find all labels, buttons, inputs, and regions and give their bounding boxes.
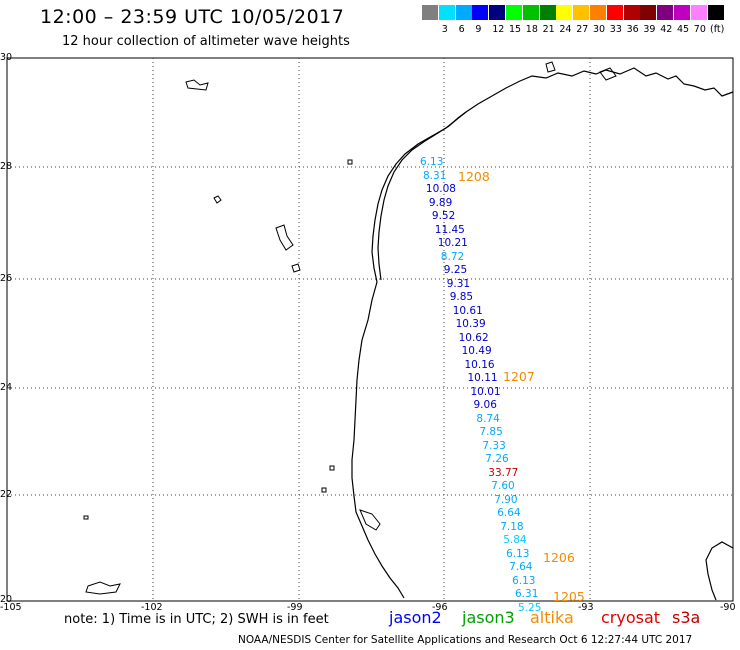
- legend-label: 70: [693, 24, 706, 35]
- wave-height-label: 8.31: [423, 169, 447, 182]
- legend-label: 3: [441, 24, 448, 35]
- latitude-label: 24: [0, 382, 13, 393]
- legend-label: 30: [593, 24, 606, 35]
- latitude-label: 30: [0, 52, 13, 63]
- pass-time-label: 1208: [458, 169, 490, 184]
- footer-note: note: 1) Time is in UTC; 2) SWH is in fe…: [64, 612, 329, 627]
- satellite-label: s3a: [672, 608, 701, 627]
- wave-height-label: 8.74: [476, 412, 500, 425]
- wave-height-label: 7.26: [485, 453, 509, 465]
- pass-time-label: 1206: [543, 550, 575, 565]
- legend-swatch: [539, 5, 556, 20]
- wave-height-label: 7.60: [491, 480, 515, 492]
- wave-height-label: 10.61: [452, 304, 483, 317]
- legend-swatch: [690, 5, 707, 20]
- wave-height-label: 10.16: [464, 358, 495, 371]
- longitude-label: -96: [432, 602, 448, 613]
- legend-swatch: [623, 5, 640, 20]
- legend-swatch: [556, 5, 573, 20]
- legend-swatch: [707, 5, 724, 20]
- wave-height-label: 7.90: [494, 493, 518, 506]
- credit-line: NOAA/NESDIS Center for Satellite Applica…: [238, 634, 693, 646]
- wave-height-label: 10.49: [461, 345, 492, 357]
- wave-height-label: 10.39: [455, 318, 486, 330]
- legend-swatch: [506, 5, 522, 20]
- legend-swatch: [522, 5, 539, 20]
- chart-subtitle: 12 hour collection of altimeter wave hei…: [62, 34, 350, 49]
- inland-features: [83, 61, 617, 595]
- wave-height-label: 6.13: [420, 156, 444, 168]
- wave-height-label: 10.62: [458, 331, 489, 344]
- wave-height-label: 10.01: [470, 385, 501, 398]
- latitude-label: 20: [0, 594, 13, 605]
- wave-height-label: 6.31: [515, 588, 539, 600]
- latitude-label: 26: [0, 273, 13, 284]
- legend-label: 18: [525, 24, 538, 35]
- wave-height-label: 7.33: [482, 439, 506, 452]
- legend-swatch: [455, 5, 472, 20]
- satellite-label: jason2: [389, 608, 442, 627]
- legend-swatch: [489, 5, 506, 20]
- legend-label: 6: [458, 24, 465, 35]
- wave-height-label: 6.13: [512, 574, 536, 587]
- wave-height-label: 5.84: [503, 534, 527, 546]
- satellite-label: cryosat: [601, 608, 661, 627]
- graticule: [7, 58, 733, 601]
- wave-height-label: 33.77: [488, 466, 519, 479]
- longitude-label: -99: [287, 602, 303, 613]
- wave-height-label: 8.72: [440, 250, 465, 263]
- wave-height-label: 11.45: [434, 223, 465, 236]
- pass-time-label: 1205: [553, 589, 585, 604]
- legend-swatch: [472, 5, 489, 20]
- legend-label: 39: [643, 24, 656, 35]
- satellite-label: altika: [530, 608, 574, 627]
- legend-swatch: [657, 5, 674, 20]
- longitude-label: -90: [720, 602, 736, 613]
- wave-height-label: 9.89: [428, 196, 453, 209]
- legend-label: 27: [576, 24, 589, 35]
- wave-height-label: 10.08: [425, 183, 456, 195]
- wave-height-label: 9.31: [446, 277, 471, 290]
- wave-height-label: 7.85: [479, 426, 503, 438]
- legend-label: 36: [626, 24, 639, 35]
- legend-label: 12: [492, 24, 505, 35]
- legend-label: 42: [660, 24, 673, 35]
- wave-height-label: 7.64: [509, 561, 533, 573]
- map-frame: [6, 57, 734, 602]
- legend-swatch: [573, 5, 590, 20]
- legend-swatch: [422, 5, 438, 20]
- longitude-label: -93: [578, 602, 594, 613]
- wave-height-label: 9.52: [431, 210, 456, 222]
- wave-height-label: 6.13: [506, 547, 530, 560]
- longitude-label: -102: [141, 602, 163, 613]
- legend-swatch: [590, 5, 606, 20]
- legend-label: 24: [559, 24, 572, 35]
- legend-swatch: [438, 5, 455, 20]
- wave-height-label: 9.25: [443, 264, 468, 276]
- wave-height-label: 9.06: [473, 399, 497, 411]
- legend-label: 15: [509, 24, 522, 35]
- chart-title: 12:00 – 23:59 UTC 10/05/2017: [40, 6, 345, 28]
- wave-height-label: 6.64: [497, 507, 521, 519]
- wave-height-label: 7.18: [500, 520, 524, 533]
- legend-label: 21: [542, 24, 555, 35]
- legend-swatch: [674, 5, 690, 20]
- legend-swatch: [640, 5, 657, 20]
- legend-label: 45: [677, 24, 690, 35]
- pass-time-label: 1207: [503, 369, 535, 384]
- wave-height-label: 9.85: [449, 291, 474, 303]
- latitude-label: 22: [0, 489, 13, 500]
- legend-unit: (ft): [710, 24, 725, 35]
- latitude-label: 28: [0, 161, 13, 172]
- wave-height-label: 10.21: [437, 237, 468, 249]
- legend-label: 9: [475, 24, 482, 35]
- wave-height-label: 5.25: [518, 601, 542, 614]
- longitude-label: -105: [0, 602, 22, 613]
- wave-height-label: 10.11: [467, 372, 498, 384]
- coastline: [351, 67, 734, 601]
- legend-label: 33: [609, 24, 622, 35]
- legend-swatch: [606, 5, 623, 20]
- satellite-label: jason3: [462, 608, 515, 627]
